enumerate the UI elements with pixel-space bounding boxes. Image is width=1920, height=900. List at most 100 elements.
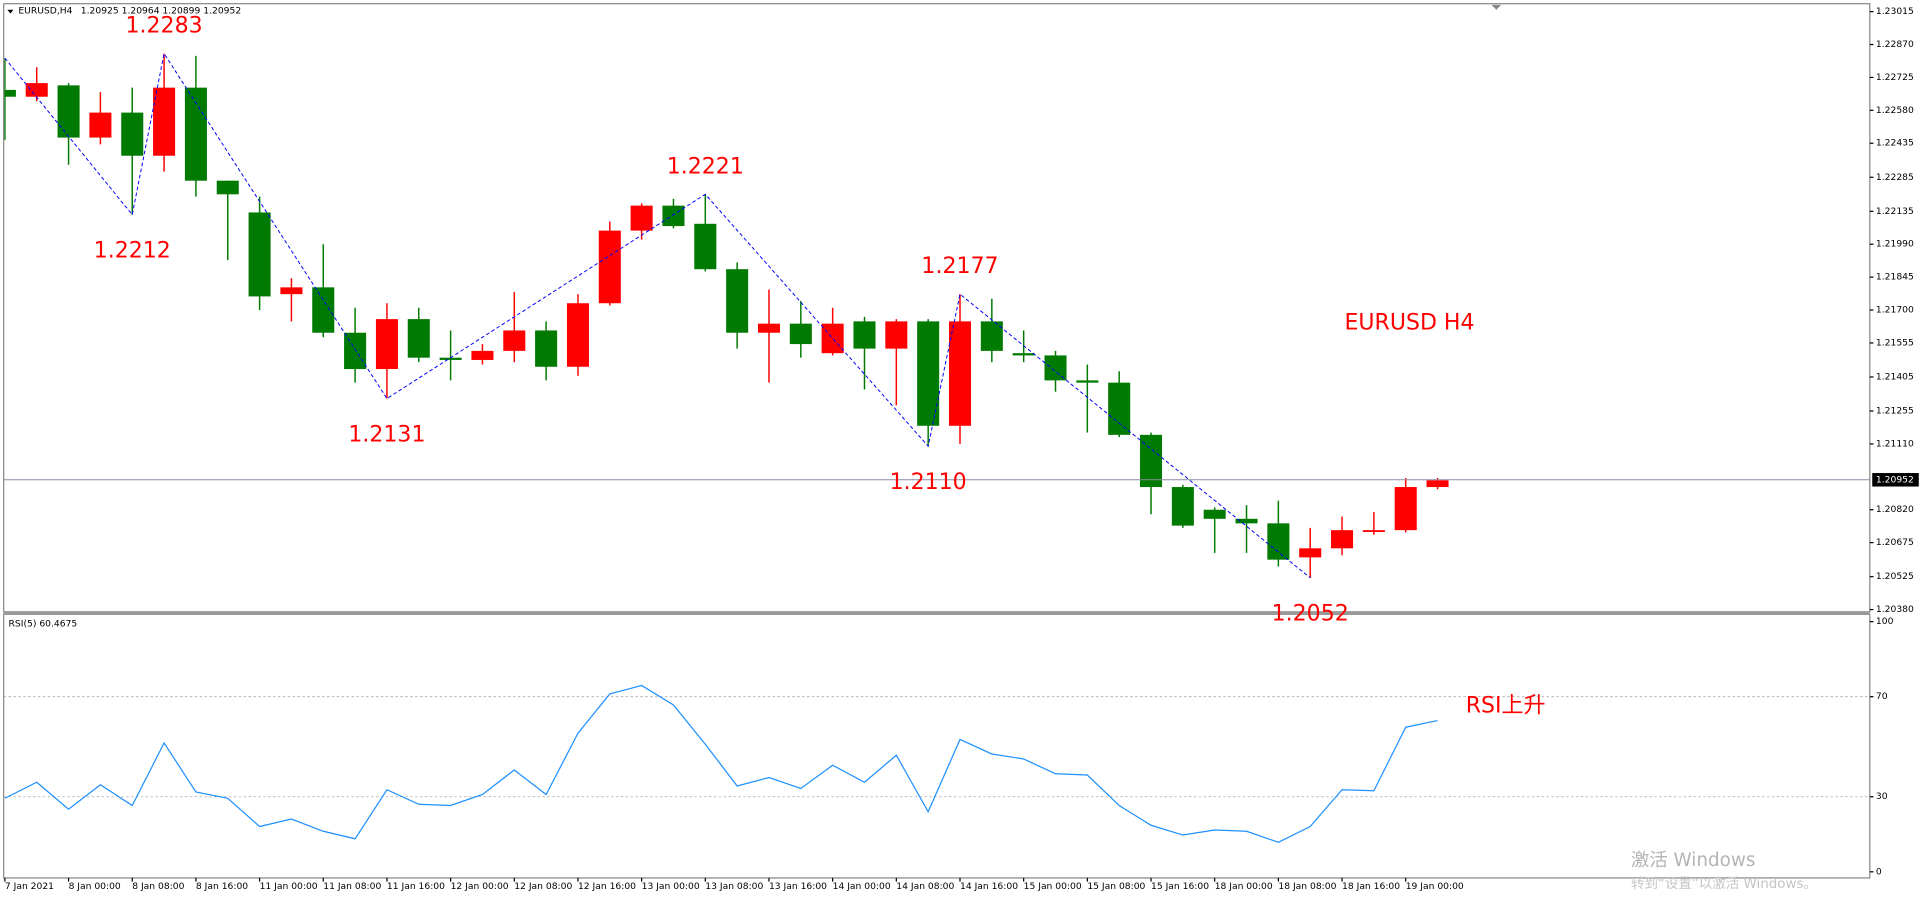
candle-body <box>375 319 398 370</box>
candle-body <box>1362 530 1385 532</box>
x-tick-label: 7 Jan 2021 <box>5 881 54 892</box>
candle-body <box>4 89 16 97</box>
x-tick-label: 14 Jan 00:00 <box>833 881 891 892</box>
x-tick-label: 11 Jan 08:00 <box>323 881 381 892</box>
x-tick-label: 18 Jan 00:00 <box>1215 881 1273 892</box>
candle-body <box>1426 480 1449 488</box>
y-tick-label: 1.22725 <box>1876 72 1914 83</box>
candle-body <box>1235 518 1258 524</box>
rsi-title: RSI(5) 60.4675 <box>9 619 78 630</box>
candle-body <box>216 180 239 195</box>
x-tick-label: 15 Jan 08:00 <box>1087 881 1145 892</box>
pivot-label: 1.2283 <box>126 14 203 39</box>
x-tick-label: 18 Jan 08:00 <box>1278 881 1336 892</box>
y-tick-label: 70 <box>1876 691 1888 702</box>
y-tick-label: 0 <box>1876 866 1882 877</box>
x-tick-label: 19 Jan 00:00 <box>1406 881 1464 892</box>
x-tick-label: 12 Jan 16:00 <box>578 881 636 892</box>
last-price-box <box>1872 473 1919 487</box>
candle-body <box>853 321 876 349</box>
candle-body <box>789 323 812 345</box>
candle-body <box>1171 487 1194 526</box>
candle-body <box>1076 380 1099 383</box>
candle-body <box>1203 509 1226 519</box>
x-tick-label: 8 Jan 08:00 <box>132 881 184 892</box>
candle-body <box>917 321 940 426</box>
x-tick-label: 12 Jan 00:00 <box>451 881 509 892</box>
x-tick-label: 15 Jan 00:00 <box>1024 881 1082 892</box>
x-tick-label: 14 Jan 16:00 <box>960 881 1018 892</box>
candle-body <box>503 330 526 351</box>
y-tick-label: 1.23015 <box>1876 6 1914 17</box>
y-tick-label: 100 <box>1876 616 1894 627</box>
y-tick-label: 1.21255 <box>1876 406 1914 417</box>
candle-body <box>407 319 430 358</box>
candle-body <box>662 205 685 227</box>
x-tick-label: 13 Jan 16:00 <box>769 881 827 892</box>
y-tick-label: 1.20820 <box>1876 504 1914 515</box>
candle-body <box>1331 530 1354 549</box>
candle-body <box>566 303 589 367</box>
y-tick-label: 1.21845 <box>1876 272 1914 283</box>
x-tick-label: 14 Jan 08:00 <box>896 881 954 892</box>
candle-body <box>280 287 303 295</box>
candle-body <box>89 112 112 138</box>
pivot-label: 1.2177 <box>921 254 998 279</box>
candle-body <box>757 323 780 333</box>
candle-body <box>344 332 367 370</box>
candle-body <box>630 205 653 231</box>
candle-body <box>726 269 749 333</box>
y-tick-label: 30 <box>1876 791 1888 802</box>
y-tick-label: 1.21990 <box>1876 239 1914 250</box>
candle-body <box>121 112 144 156</box>
candle-body <box>57 85 80 138</box>
candle-body <box>980 321 1003 351</box>
candle-body <box>1140 434 1163 488</box>
quote: 1.20925 1.20964 1.20899 1.20952 <box>81 6 241 17</box>
annotation: EURUSD H4 <box>1344 311 1474 336</box>
candle-body <box>948 321 972 426</box>
x-tick-label: 15 Jan 16:00 <box>1151 881 1209 892</box>
pivot-label: 1.2221 <box>667 154 744 179</box>
candle-body <box>439 357 462 360</box>
y-tick-label: 1.22870 <box>1876 39 1914 50</box>
watermark-title: 激活 Windows <box>1631 850 1755 871</box>
rsi-plot <box>4 684 1870 843</box>
y-tick-label: 1.20525 <box>1876 571 1914 582</box>
x-tick-label: 11 Jan 00:00 <box>260 881 318 892</box>
candle-body <box>1012 353 1035 356</box>
symbol-title: EURUSD,H4 <box>18 6 72 17</box>
pivot-label: 1.2110 <box>890 470 967 495</box>
candle-body <box>1044 355 1067 381</box>
candle-body <box>471 350 494 360</box>
annotation: RSI上升 <box>1466 693 1546 718</box>
candle-body <box>1394 487 1417 531</box>
candle-body <box>694 223 717 270</box>
x-tick-label: 8 Jan 00:00 <box>69 881 121 892</box>
y-tick-label: 1.20380 <box>1876 604 1914 615</box>
candle-body <box>1299 548 1322 558</box>
watermark-subtitle: 转到“设置”以激活 Windows。 <box>1631 876 1817 892</box>
candle-body <box>535 330 558 367</box>
candle-body <box>1267 523 1290 560</box>
shift-marker <box>1491 4 1502 10</box>
last-price-label: 1.20952 <box>1876 474 1914 485</box>
candle-body <box>25 83 48 97</box>
rsi-line <box>4 684 1438 843</box>
y-tick-label: 1.21110 <box>1876 438 1914 449</box>
y-tick-label: 1.20675 <box>1876 537 1914 548</box>
pivot-label: 1.2212 <box>94 238 171 263</box>
x-tick-label: 13 Jan 00:00 <box>642 881 700 892</box>
candle-body <box>248 212 271 297</box>
candle-body <box>598 230 621 304</box>
y-tick-label: 1.21700 <box>1876 305 1914 316</box>
x-tick-label: 11 Jan 16:00 <box>387 881 445 892</box>
candle-body <box>821 323 844 354</box>
y-tick-label: 1.21555 <box>1876 337 1914 348</box>
candle-body <box>312 287 335 333</box>
candle-body <box>1108 382 1131 435</box>
pivot-label: 1.2052 <box>1272 602 1349 627</box>
